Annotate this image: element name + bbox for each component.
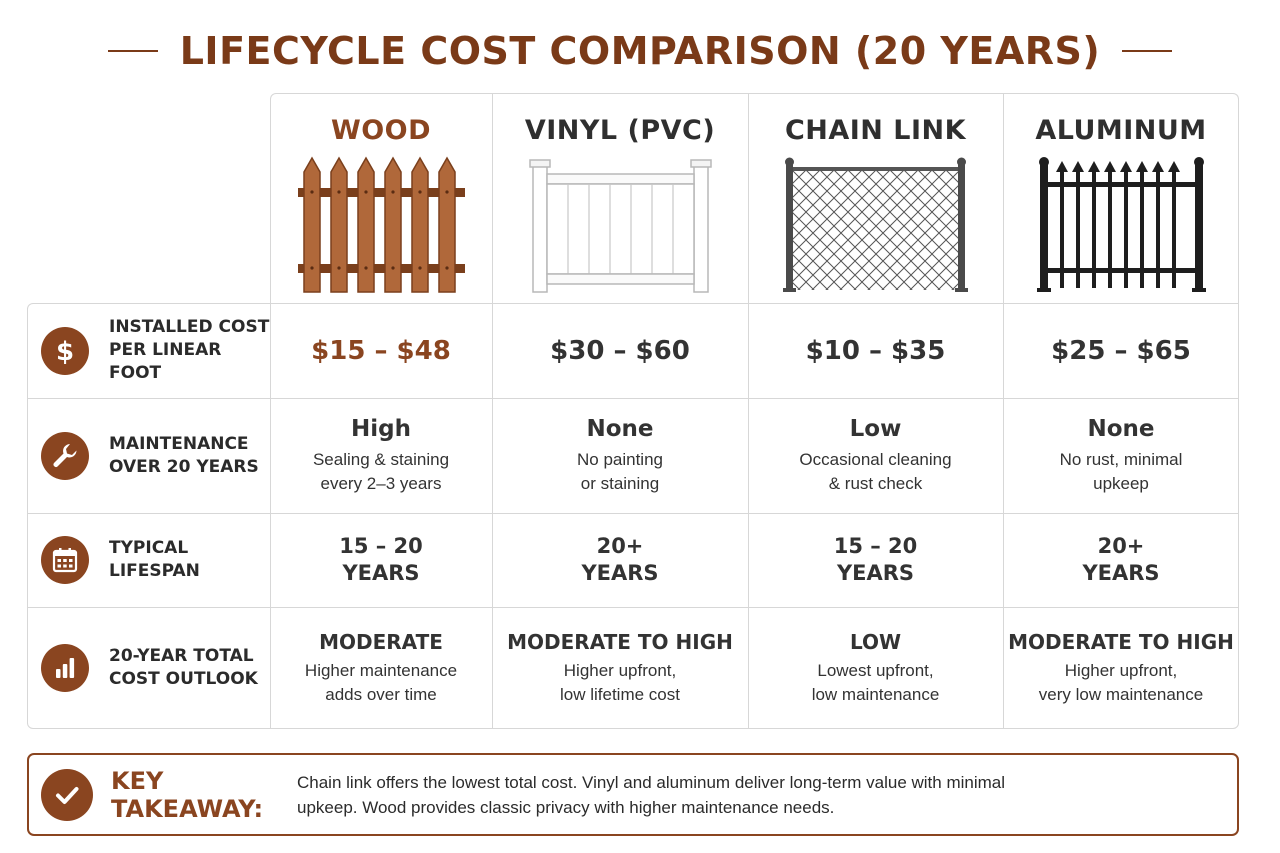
- column-aluminum: ALUMINUM: [1003, 93, 1239, 303]
- maintenance-note-wood: Sealing & staining every 2–3 years: [312, 449, 450, 493]
- divider-v1: [270, 303, 271, 729]
- row-label-text-outlook: 20-YEAR TOTAL COST OUTLOOK: [109, 646, 258, 689]
- lifespan-cell-chain-link: 15 – 20 YEARS: [748, 513, 1003, 607]
- page-title: LIFECYCLE COST COMPARISON (20 YEARS): [179, 29, 1101, 73]
- column-wood: WOOD: [270, 93, 492, 303]
- vinyl-fence-icon: [528, 159, 712, 293]
- lifespan-value-wood: 15 – 20 YEARS: [339, 534, 423, 585]
- calendar-icon: [41, 536, 89, 584]
- cost-cell-aluminum: $25 – $65: [1003, 303, 1239, 398]
- row-label-lifespan: TYPICAL LIFESPAN: [27, 513, 270, 607]
- column-name-wood: WOOD: [330, 115, 432, 146]
- row-label-cost: $ INSTALLED COST PER LINEAR FOOT: [27, 303, 270, 398]
- cost-value-aluminum: $25 – $65: [1051, 335, 1191, 366]
- maintenance-cell-vinyl: None No painting or staining: [492, 398, 748, 513]
- outlook-cell-vinyl: MODERATE TO HIGH Higher upfront, low lif…: [492, 607, 748, 729]
- maintenance-level-aluminum: None: [1087, 415, 1155, 442]
- outlook-note-aluminum: Higher upfront, very low maintenance: [1038, 660, 1204, 704]
- maintenance-note-aluminum: No rust, minimal upkeep: [1059, 449, 1183, 493]
- lifespan-cell-aluminum: 20+ YEARS: [1003, 513, 1239, 607]
- lifespan-cell-wood: 15 – 20 YEARS: [270, 513, 492, 607]
- wrench-icon: [41, 431, 89, 480]
- cost-value-vinyl: $30 – $60: [550, 335, 690, 366]
- title-rule-left: [107, 50, 158, 52]
- column-name-aluminum: ALUMINUM: [1035, 115, 1207, 146]
- column-chain-link: CHAIN LINK: [748, 93, 1003, 303]
- wood-picket-fence-icon: [297, 156, 465, 293]
- outlook-level-aluminum: MODERATE TO HIGH: [1008, 629, 1234, 654]
- chain-link-fence-icon: [783, 157, 968, 292]
- lifespan-value-chain-link: 15 – 20 YEARS: [833, 534, 918, 585]
- row-label-maintenance: MAINTENANCE OVER 20 YEARS: [27, 398, 270, 513]
- title-rule-right: [1122, 50, 1173, 52]
- cost-value-chain-link: $10 – $35: [805, 335, 946, 366]
- column-vinyl: VINYL (PVC): [492, 93, 748, 303]
- lifespan-value-aluminum: 20+ YEARS: [1082, 534, 1160, 585]
- divider-v4: [1003, 93, 1004, 729]
- cost-cell-vinyl: $30 – $60: [492, 303, 748, 398]
- row-label-text-lifespan: TYPICAL LIFESPAN: [109, 538, 200, 581]
- maintenance-note-chain-link: Occasional cleaning & rust check: [799, 449, 952, 493]
- row-label-text-cost: INSTALLED COST PER LINEAR FOOT: [109, 317, 270, 383]
- outlook-note-chain-link: Lowest upfront, low maintenance: [811, 660, 940, 704]
- outlook-level-chain-link: LOW: [849, 629, 902, 654]
- outlook-cell-chain-link: LOW Lowest upfront, low maintenance: [748, 607, 1003, 729]
- divider-v2: [492, 93, 493, 729]
- body-box: [27, 303, 1239, 729]
- row-label-outlook: 20-YEAR TOTAL COST OUTLOOK: [27, 607, 270, 729]
- outlook-level-wood: MODERATE: [319, 629, 443, 654]
- aluminum-fence-icon: [1036, 157, 1206, 292]
- key-takeaway-label: KEY TAKEAWAY:: [111, 766, 264, 823]
- maintenance-note-vinyl: No painting or staining: [576, 449, 663, 493]
- outlook-note-wood: Higher maintenance adds over time: [304, 660, 458, 704]
- checkmark-icon: [41, 768, 93, 821]
- maintenance-level-chain-link: Low: [849, 415, 902, 442]
- lifespan-value-vinyl: 20+ YEARS: [581, 534, 659, 585]
- divider-v3: [748, 93, 749, 729]
- svg-text:$: $: [56, 337, 74, 366]
- bar-chart-icon: [41, 644, 89, 692]
- maintenance-cell-wood: High Sealing & staining every 2–3 years: [270, 398, 492, 513]
- title-bar: LIFECYCLE COST COMPARISON (20 YEARS): [0, 24, 1280, 78]
- key-takeaway-box: KEY TAKEAWAY: Chain link offers the lowe…: [27, 753, 1239, 836]
- column-name-vinyl: VINYL (PVC): [524, 115, 716, 146]
- comparison-table: WOOD VINYL (PVC): [27, 93, 1239, 729]
- divider-h2: [27, 513, 1239, 514]
- cost-cell-chain-link: $10 – $35: [748, 303, 1003, 398]
- dollar-icon: $: [41, 326, 89, 375]
- divider-h1: [27, 398, 1239, 399]
- outlook-cell-wood: MODERATE Higher maintenance adds over ti…: [270, 607, 492, 729]
- maintenance-level-wood: High: [351, 415, 411, 442]
- key-takeaway-text: Chain link offers the lowest total cost.…: [297, 772, 1006, 817]
- lifespan-cell-vinyl: 20+ YEARS: [492, 513, 748, 607]
- maintenance-level-vinyl: None: [586, 415, 654, 442]
- outlook-note-vinyl: Higher upfront, low lifetime cost: [560, 660, 680, 704]
- outlook-level-vinyl: MODERATE TO HIGH: [507, 629, 733, 654]
- cost-value-wood: $15 – $48: [311, 335, 451, 366]
- cost-cell-wood: $15 – $48: [270, 303, 492, 398]
- maintenance-cell-aluminum: None No rust, minimal upkeep: [1003, 398, 1239, 513]
- outlook-cell-aluminum: MODERATE TO HIGH Higher upfront, very lo…: [1003, 607, 1239, 729]
- column-name-chain-link: CHAIN LINK: [784, 115, 967, 146]
- row-label-text-maintenance: MAINTENANCE OVER 20 YEARS: [109, 433, 259, 477]
- divider-h3: [27, 607, 1239, 608]
- maintenance-cell-chain-link: Low Occasional cleaning & rust check: [748, 398, 1003, 513]
